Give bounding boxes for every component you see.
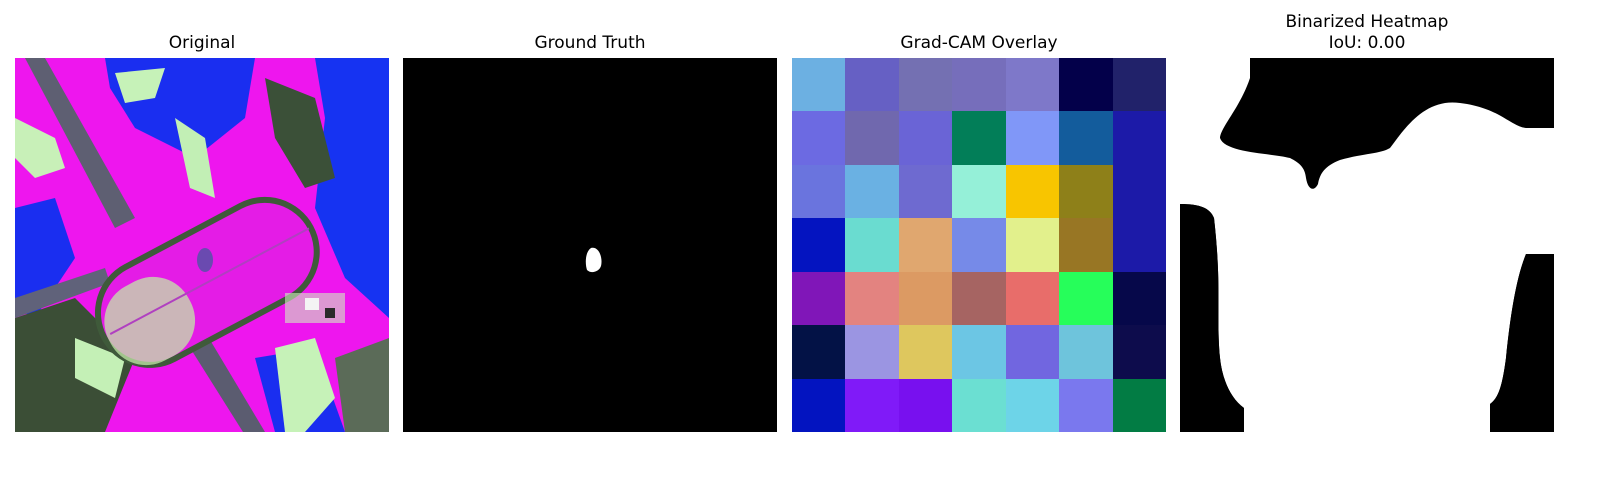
gradcam-cell bbox=[1112, 218, 1166, 272]
gradcam-cell bbox=[1005, 111, 1060, 165]
original-title: Original bbox=[168, 33, 236, 53]
gradcam-cell bbox=[1059, 111, 1113, 165]
gradcam-cell bbox=[1112, 111, 1166, 165]
gradcam-cell bbox=[1112, 378, 1166, 432]
gradcam-cell bbox=[898, 218, 953, 272]
gradcam-cell bbox=[952, 271, 1006, 326]
gradcam-overlay bbox=[792, 58, 1166, 432]
gradcam-cell bbox=[898, 111, 953, 165]
gradcam-cell bbox=[845, 325, 899, 379]
binarized-mask bbox=[1180, 58, 1554, 432]
gradcam-cell bbox=[1059, 58, 1113, 112]
binarized-title-line: Binarized Heatmap bbox=[1285, 12, 1449, 32]
gradcam-cell bbox=[952, 218, 1006, 272]
iou-label: IoU: 0.00 bbox=[1328, 33, 1406, 53]
gradcam-cell bbox=[792, 111, 846, 165]
gradcam-cell bbox=[1005, 325, 1060, 379]
gradcam-cell bbox=[898, 271, 953, 326]
gradcam-cell bbox=[792, 218, 846, 272]
gradcam-cell bbox=[792, 378, 846, 432]
gradcam-cell bbox=[898, 325, 953, 379]
binarized-heatmap bbox=[1180, 58, 1554, 432]
gradcam-title: Grad-CAM Overlay bbox=[900, 33, 1058, 53]
gradcam-cell bbox=[952, 111, 1006, 165]
ground-truth-title: Ground Truth bbox=[534, 33, 646, 53]
gradcam-cell bbox=[792, 58, 846, 112]
binarized-title: Binarized Heatmap IoU: 0.00 bbox=[1180, 12, 1554, 54]
gradcam-cell bbox=[1005, 271, 1060, 326]
gradcam-cell bbox=[952, 164, 1006, 219]
gradcam-cell bbox=[792, 325, 846, 379]
gradcam-cell bbox=[1005, 58, 1060, 112]
gradcam-cell bbox=[952, 378, 1006, 432]
gradcam-cell bbox=[1059, 378, 1113, 432]
gradcam-cell bbox=[792, 271, 846, 326]
gradcam-cell bbox=[845, 378, 899, 432]
gradcam-cell bbox=[898, 58, 953, 112]
leaf-illustration bbox=[15, 58, 389, 432]
gradcam-cell bbox=[952, 325, 1006, 379]
ground-truth-blob bbox=[403, 58, 777, 432]
gradcam-cell bbox=[845, 111, 899, 165]
gradcam-cell bbox=[1005, 378, 1060, 432]
gradcam-cell bbox=[1059, 325, 1113, 379]
gradcam-cell bbox=[1112, 325, 1166, 379]
gradcam-cell bbox=[1059, 218, 1113, 272]
gradcam-cell bbox=[952, 58, 1006, 112]
gradcam-cell bbox=[1005, 218, 1060, 272]
gradcam-cell bbox=[1005, 164, 1060, 219]
gradcam-cell bbox=[845, 58, 899, 112]
gradcam-cell bbox=[1112, 164, 1166, 219]
gradcam-cell bbox=[1112, 271, 1166, 326]
gradcam-cell bbox=[898, 164, 953, 219]
gradcam-cell bbox=[845, 164, 899, 219]
gradcam-cell bbox=[1112, 58, 1166, 112]
gradcam-cell bbox=[845, 271, 899, 326]
gradcam-cell bbox=[898, 378, 953, 432]
ground-truth-mask bbox=[403, 58, 777, 432]
gradcam-cell bbox=[845, 218, 899, 272]
gradcam-cell bbox=[1059, 271, 1113, 326]
gradcam-cell bbox=[1059, 164, 1113, 219]
gradcam-grid bbox=[792, 58, 1166, 432]
gradcam-cell bbox=[792, 164, 846, 219]
original-image bbox=[15, 58, 389, 432]
